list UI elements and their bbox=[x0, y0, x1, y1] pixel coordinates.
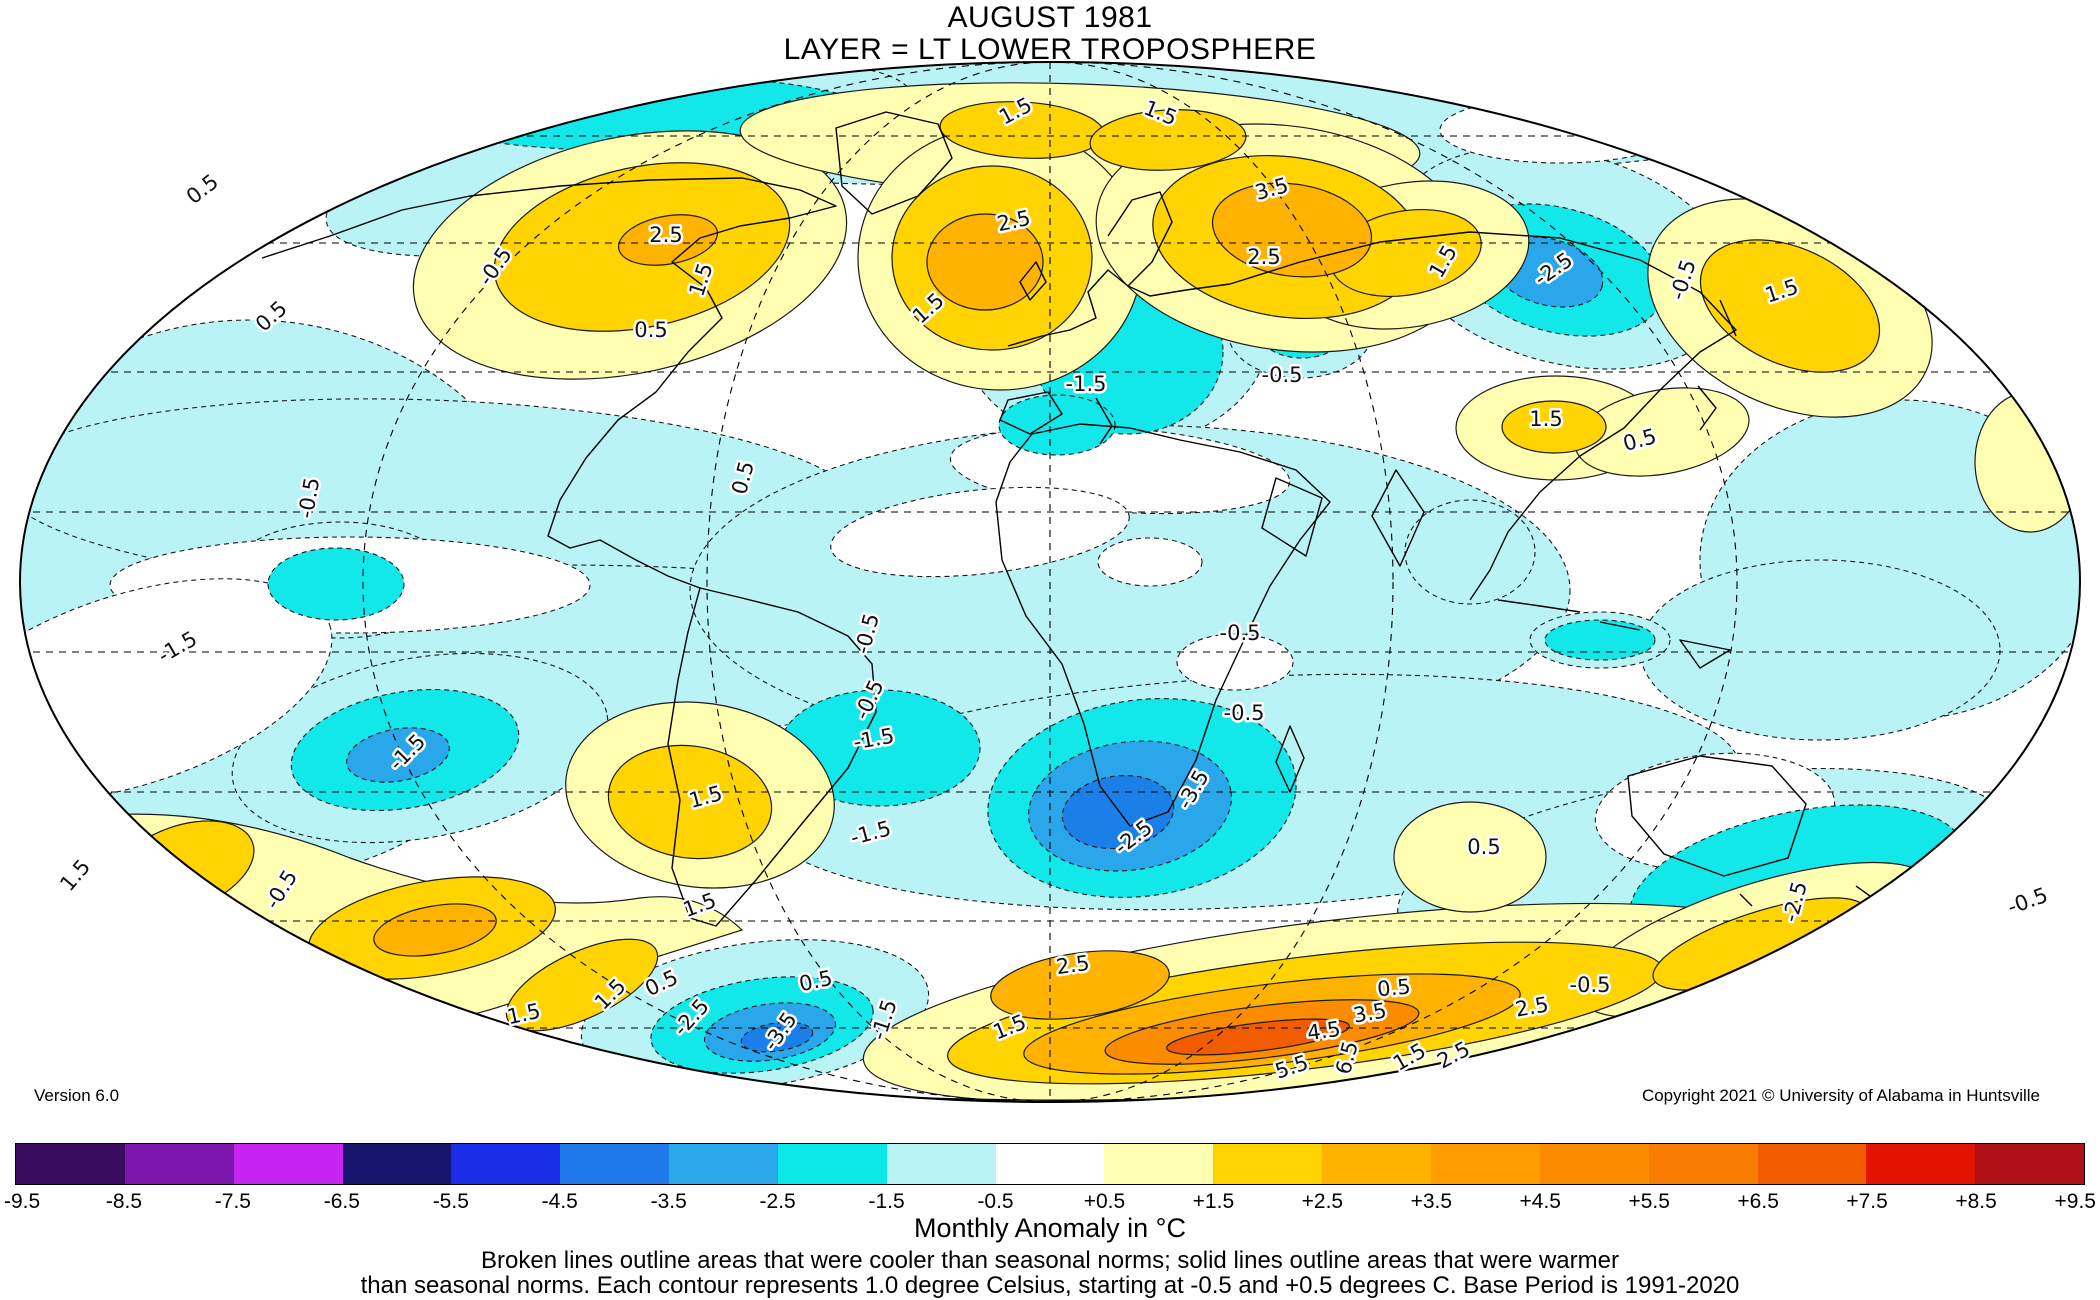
contour-label: 1.5 bbox=[505, 999, 543, 1029]
colorbar-title: Monthly Anomaly in °C bbox=[914, 1213, 1186, 1243]
contour-label: -1.5 bbox=[1066, 372, 1107, 396]
contour-label: -0.5 bbox=[1224, 701, 1265, 725]
colorbar-tick--4.5: -4.5 bbox=[541, 1190, 578, 1213]
version-label: Version 6.0 bbox=[34, 1086, 120, 1105]
colorbar-tick--3.5: -3.5 bbox=[650, 1190, 687, 1213]
contour-label: 0.5 bbox=[634, 318, 667, 342]
colorbar-segment-5 bbox=[560, 1144, 670, 1184]
copyright-label: Copyright 2021 © University of Alabama i… bbox=[1641, 1086, 2040, 1105]
colorbar-tick-labels: -9.5 -8.5 -7.5 -6.5 -5.5 -4.5 -3.5 -2.5 -1.5 -0.5… bbox=[0, 1190, 2100, 1214]
contour-label: -0.5 bbox=[1570, 973, 1611, 997]
contour-label: 2.5 bbox=[1247, 245, 1280, 269]
map-title-layer: LAYER = LT LOWER TROPOSPHERE bbox=[783, 33, 1317, 67]
contour-label: 1.5 bbox=[1529, 407, 1562, 431]
colorbar-tick--0.5: -0.5 bbox=[977, 1190, 1014, 1213]
colorbar-tick--6.5: -6.5 bbox=[323, 1190, 360, 1213]
contour-label: 0.5 bbox=[797, 966, 835, 996]
colorbar-tick-+4.5: +4.5 bbox=[1519, 1190, 1561, 1213]
colorbar-segment-13 bbox=[1430, 1144, 1540, 1184]
colorbar-tick--1.5: -1.5 bbox=[868, 1190, 905, 1213]
contour-label: -0.5 bbox=[2004, 883, 2051, 920]
contour-label: 0.5 bbox=[1376, 975, 1411, 1002]
caption-line-1: Broken lines outline areas that were coo… bbox=[481, 1247, 1619, 1274]
title-block: AUGUST 1981 LAYER = LT LOWER TROPOSPHERE bbox=[0, 1, 2100, 67]
global-anomaly-map: 0.5 0.5 -0.5 2.5 1.5 0.5 1.5 1.5 2.5 1.5 3.5 2.5 -1.… bbox=[19, 61, 2081, 1103]
colorbar-tick--2.5: -2.5 bbox=[759, 1190, 796, 1213]
colorbar-segment-12 bbox=[1322, 1144, 1431, 1184]
colorbar-tick-+5.5: +5.5 bbox=[1628, 1190, 1670, 1213]
contour-label: -0.5 bbox=[1262, 363, 1303, 387]
caption-line-2: than seasonal norms. Each contour repres… bbox=[360, 1272, 1740, 1299]
contour-label: 1.5 bbox=[55, 855, 95, 896]
colorbar-segment-9 bbox=[995, 1144, 1105, 1184]
colorbar-segment-2 bbox=[233, 1144, 343, 1184]
colorbar-tick-+2.5: +2.5 bbox=[1301, 1190, 1344, 1213]
colorbar-tick--7.5: -7.5 bbox=[214, 1190, 251, 1213]
contour-label: 0.5 bbox=[1467, 835, 1500, 859]
colorbar-tick-+3.5: +3.5 bbox=[1410, 1190, 1453, 1213]
colorbar-tick--5.5: -5.5 bbox=[432, 1190, 469, 1213]
colorbar-segment-11 bbox=[1213, 1144, 1323, 1184]
cool-level4-blobs bbox=[740, 774, 1175, 1053]
colorbar-tick--9.5: -9.5 bbox=[4, 1190, 41, 1213]
colorbar-segment-15 bbox=[1648, 1144, 1758, 1184]
colorbar-segment-4 bbox=[451, 1144, 561, 1184]
warm-level4-blobs bbox=[1104, 999, 1420, 1065]
colorbar-tick-+1.5: +1.5 bbox=[1192, 1190, 1235, 1213]
colorbar-tick-+6.5: +6.5 bbox=[1737, 1190, 1779, 1213]
map-title-date: AUGUST 1981 bbox=[947, 1, 1153, 34]
contour-label: -0.5 bbox=[1220, 621, 1261, 645]
colorbar-segment-3 bbox=[342, 1144, 452, 1184]
colorbar-tick--8.5: -8.5 bbox=[105, 1190, 143, 1213]
colorbar-segment-7 bbox=[777, 1144, 887, 1184]
colorbar-segment-8 bbox=[886, 1144, 996, 1184]
colorbar-tick-+8.5: +8.5 bbox=[1955, 1190, 1997, 1213]
colorbar-segment-18 bbox=[1975, 1144, 2085, 1184]
colorbar-segment-10 bbox=[1104, 1144, 1214, 1184]
colorbar-tick-+9.5: +9.5 bbox=[2054, 1190, 2096, 1213]
contour-label: 0.5 bbox=[727, 459, 759, 497]
contour-label: 4.5 bbox=[1306, 1017, 1342, 1045]
contour-label: 2.5 bbox=[1513, 992, 1550, 1021]
colorbar-tick-+7.5: +7.5 bbox=[1846, 1190, 1888, 1213]
colorbar-segment-1 bbox=[124, 1144, 234, 1184]
map-svg: 0.50.5-0.52.51.50.51.5 1.52.51.53.52.5-1.… bbox=[19, 61, 2081, 1103]
anomaly-colorbar bbox=[15, 1143, 2085, 1185]
globe-outline bbox=[19, 61, 2081, 1103]
colorbar-segment-17 bbox=[1866, 1144, 1976, 1184]
contour-label: 2.5 bbox=[649, 223, 682, 247]
contour-label: 2.5 bbox=[1055, 951, 1091, 979]
colorbar-segment-16 bbox=[1757, 1144, 1867, 1184]
contour-label: 0.5 bbox=[182, 169, 223, 208]
colorbar-segment-14 bbox=[1539, 1144, 1649, 1184]
colorbar-segment-0 bbox=[16, 1144, 125, 1184]
colorbar-tick-+0.5: +0.5 bbox=[1083, 1190, 1126, 1213]
colorbar-segment-6 bbox=[669, 1144, 778, 1184]
